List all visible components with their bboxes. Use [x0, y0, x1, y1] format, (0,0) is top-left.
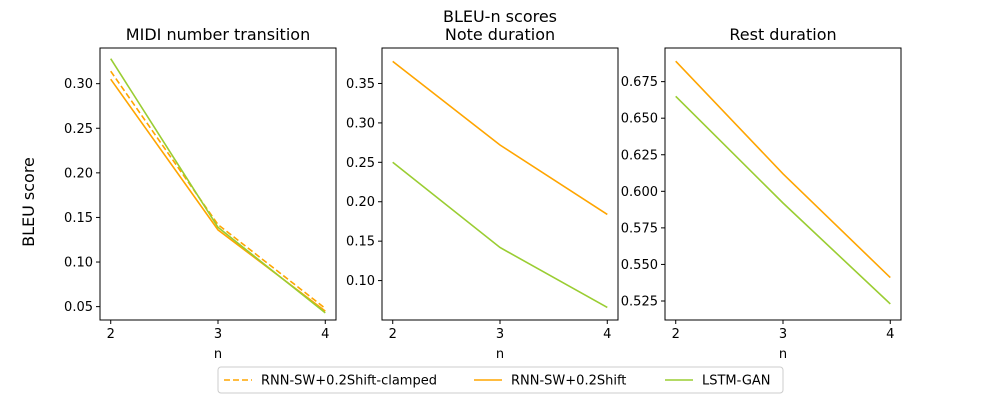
- panel-title: MIDI number transition: [126, 25, 310, 44]
- y-tick-label: 0.550: [621, 258, 658, 273]
- y-tick-label: 0.675: [621, 75, 658, 90]
- y-tick-label: 0.625: [621, 148, 658, 163]
- legend-label: RNN-SW+0.2Shift-clamped: [261, 374, 437, 389]
- y-tick-label: 0.35: [346, 77, 375, 92]
- axes-frame: [99, 47, 337, 321]
- y-tick-label: 0.05: [64, 300, 93, 315]
- y-tick-label: 0.30: [346, 116, 375, 131]
- y-tick-label: 0.15: [64, 211, 93, 226]
- x-tick-label: 3: [214, 327, 222, 342]
- x-tick-label: 2: [107, 327, 115, 342]
- series-line-2: [110, 78, 326, 312]
- panel-title: Rest duration: [729, 25, 836, 44]
- series-line-1: [110, 70, 326, 310]
- panel-1: MIDI number transition 2 3 4 0.05 0.10 0.15 0.2…: [64, 25, 337, 362]
- x-axis-label: n: [496, 347, 504, 362]
- x-axis-label: n: [779, 347, 787, 362]
- axes-frame: [381, 47, 619, 321]
- panel-2: Note duration 2 3 4 0.10 0.15 0.20 0.25 0.30 0.35…: [346, 25, 619, 362]
- y-tick-label: 0.25: [64, 122, 93, 137]
- x-tick-label: 2: [389, 327, 397, 342]
- legend: RNN-SW+0.2Shift-clamped RNN-SW+0.2Shift LS…: [217, 366, 784, 394]
- figure-suptitle: BLEU-n scores: [443, 7, 557, 26]
- x-tick-label: 3: [496, 327, 504, 342]
- y-tick-label: 0.575: [621, 221, 658, 236]
- series-line-1: [675, 60, 891, 279]
- x-tick-label: 3: [779, 327, 787, 342]
- y-tick-label: 0.10: [346, 274, 375, 289]
- y-tick-label: 0.10: [64, 256, 93, 271]
- y-tick-label: 0.525: [621, 294, 658, 309]
- panels: MIDI number transition 2 3 4 0.05 0.10 0.15 0.2…: [64, 25, 902, 362]
- legend-label: RNN-SW+0.2Shift: [511, 374, 626, 389]
- y-tick-label: 0.20: [64, 166, 93, 181]
- axes-frame: [664, 47, 902, 321]
- x-tick-label: 4: [886, 327, 894, 342]
- y-tick-label: 0.30: [64, 77, 93, 92]
- y-tick-label: 0.25: [346, 156, 375, 171]
- series-line-3: [110, 58, 326, 314]
- series-line-1: [392, 60, 608, 216]
- x-axis-label: n: [214, 347, 222, 362]
- legend-label: LSTM-GAN: [702, 374, 771, 389]
- x-tick-label: 2: [672, 327, 680, 342]
- panel-title: Note duration: [445, 25, 555, 44]
- x-tick-label: 4: [603, 327, 611, 342]
- y-tick-label: 0.15: [346, 235, 375, 250]
- y-tick-label: 0.600: [621, 185, 658, 200]
- x-tick-label: 4: [321, 327, 329, 342]
- y-tick-label: 0.650: [621, 112, 658, 127]
- series-line-2: [675, 95, 891, 305]
- figure-y-axis-label: BLEU score: [19, 157, 38, 247]
- y-tick-label: 0.20: [346, 195, 375, 210]
- series-line-2: [392, 161, 608, 309]
- panel-3: Rest duration 2 3 4 0.525 0.550 0.575 0.600 0.62…: [621, 25, 902, 362]
